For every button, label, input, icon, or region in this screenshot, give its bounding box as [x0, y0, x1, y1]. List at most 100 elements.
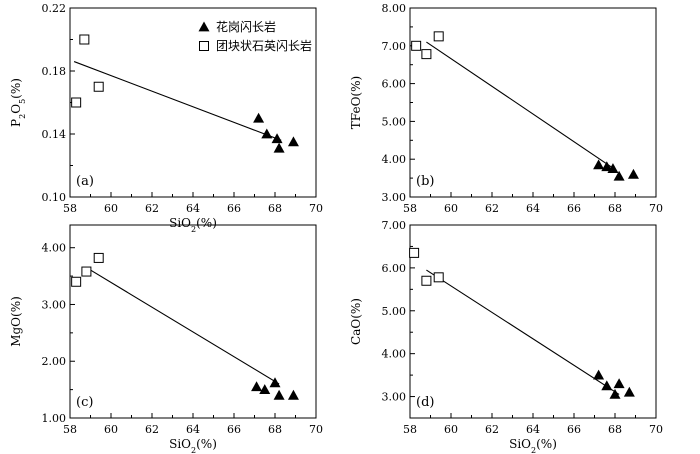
x-tick-label: 60 [104, 202, 118, 215]
y-tick-label: 1.00 [42, 412, 67, 425]
y-tick-label: 5.00 [382, 115, 407, 128]
enclave-point [409, 247, 420, 258]
granodiorite-point [601, 161, 613, 172]
granodiorite-point [601, 380, 613, 391]
plot-frame [69, 7, 317, 198]
x-tick-label: 64 [526, 423, 540, 436]
granodiorite-point [627, 168, 639, 179]
x-tick-label: 66 [227, 202, 241, 215]
y-tick-label: 3.00 [42, 298, 67, 311]
x-axis-label: SiO2(%) [169, 437, 217, 454]
granodiorite-point [607, 163, 619, 174]
x-tick-label: 62 [485, 423, 499, 436]
trend-line [86, 267, 280, 385]
x-tick-label: 60 [104, 423, 118, 436]
granodiorite-point [287, 389, 299, 400]
legend-label-enclave: 团块状石英闪长岩 [216, 38, 312, 53]
panel-label: (a) [76, 174, 94, 189]
x-axis-label: SiO2(%) [169, 216, 217, 234]
x-tick-label: 68 [608, 202, 622, 215]
enclave-point [421, 275, 432, 286]
legend-square-icon [199, 41, 209, 51]
enclave-point [93, 252, 104, 263]
enclave-point [79, 34, 90, 45]
x-tick-label: 62 [485, 202, 499, 215]
x-tick-label: 58 [403, 423, 417, 436]
enclave-point [81, 266, 92, 277]
granodiorite-point [593, 369, 605, 380]
x-tick-label: 58 [63, 423, 77, 436]
plot-frame [409, 224, 657, 419]
panel-b: 58 60 62 64 66 68 70 3.00 4.00 5.00 6.00 7.00 8.00 (b… [349, 2, 663, 215]
panel-label: (c) [76, 395, 93, 410]
x-tick-label: 62 [145, 202, 159, 215]
plot-frame [409, 7, 657, 198]
y-tick-label: 7.00 [382, 40, 407, 53]
x-tick-label: 64 [186, 202, 200, 215]
granodiorite-point [253, 112, 265, 123]
panel-a: 58 60 62 64 66 68 70 0.10 0.14 0.18 0.22 (a) P2O5(%)… [9, 2, 323, 234]
panel-d: 58 60 62 64 66 68 70 3.00 4.00 5.00 6.00 7.00 (d) CaO… [349, 219, 663, 454]
y-tick-label: 2.00 [42, 355, 67, 368]
x-tick-label: 66 [567, 423, 581, 436]
legend-triangle-icon [198, 21, 210, 32]
plot-frame [69, 224, 317, 419]
y-axis-label: CaO(%) [349, 298, 363, 345]
x-tick-label: 68 [268, 202, 282, 215]
y-tick-label: 5.00 [382, 305, 407, 318]
y-tick-label: 4.00 [42, 242, 67, 255]
x-tick-label: 70 [309, 423, 323, 436]
granodiorite-point [273, 142, 285, 153]
granodiorite-point [269, 377, 281, 388]
x-tick-label: 64 [186, 423, 200, 436]
x-tick-label: 62 [145, 423, 159, 436]
enclave-point [71, 276, 82, 287]
x-tick-label: 70 [649, 202, 663, 215]
y-tick-label: 3.00 [382, 191, 407, 204]
trend-line [73, 61, 282, 141]
y-tick-label: 0.18 [42, 65, 67, 78]
y-tick-label: 6.00 [382, 262, 407, 275]
panel-c: 58 60 62 64 66 68 70 1.00 2.00 3.00 4.00 (c) MgO(%) S… [9, 224, 323, 454]
granodiorite-point [613, 378, 625, 389]
y-tick-label: 0.22 [42, 2, 67, 15]
x-tick-label: 66 [227, 423, 241, 436]
x-tick-label: 58 [63, 202, 77, 215]
enclave-point [433, 31, 444, 42]
y-tick-label: 7.00 [382, 219, 407, 232]
y-tick-label: 0.10 [42, 191, 67, 204]
granodiorite-point [271, 133, 283, 144]
y-tick-label: 4.00 [382, 153, 407, 166]
trend-line [426, 269, 620, 395]
enclave-point [421, 49, 432, 60]
trend-line [426, 41, 616, 170]
x-axis-label: SiO2(%) [509, 437, 557, 454]
x-tick-label: 66 [567, 202, 581, 215]
legend-label-granodiorite: 花岗闪长岩 [216, 19, 276, 34]
y-axis-label: P2O5(%) [9, 78, 27, 127]
panel-label: (d) [416, 395, 434, 410]
x-tick-label: 60 [444, 202, 458, 215]
y-tick-label: 4.00 [382, 348, 407, 361]
granodiorite-point [623, 386, 635, 397]
y-axis-label: MgO(%) [9, 296, 23, 347]
y-tick-label: 8.00 [382, 2, 407, 15]
y-tick-label: 0.14 [42, 128, 67, 141]
x-tick-label: 68 [268, 423, 282, 436]
x-tick-label: 68 [608, 423, 622, 436]
granodiorite-point [609, 388, 621, 399]
granodiorite-point [593, 159, 605, 170]
x-tick-label: 64 [526, 202, 540, 215]
y-tick-label: 3.00 [382, 391, 407, 404]
x-tick-label: 70 [309, 202, 323, 215]
y-axis-label: TFeO(%) [349, 76, 363, 129]
x-tick-label: 70 [649, 423, 663, 436]
enclave-point [93, 81, 104, 92]
granodiorite-point [273, 389, 285, 400]
x-tick-label: 58 [403, 202, 417, 215]
granodiorite-point [261, 128, 273, 139]
panel-label: (b) [416, 174, 434, 189]
x-tick-label: 60 [444, 423, 458, 436]
